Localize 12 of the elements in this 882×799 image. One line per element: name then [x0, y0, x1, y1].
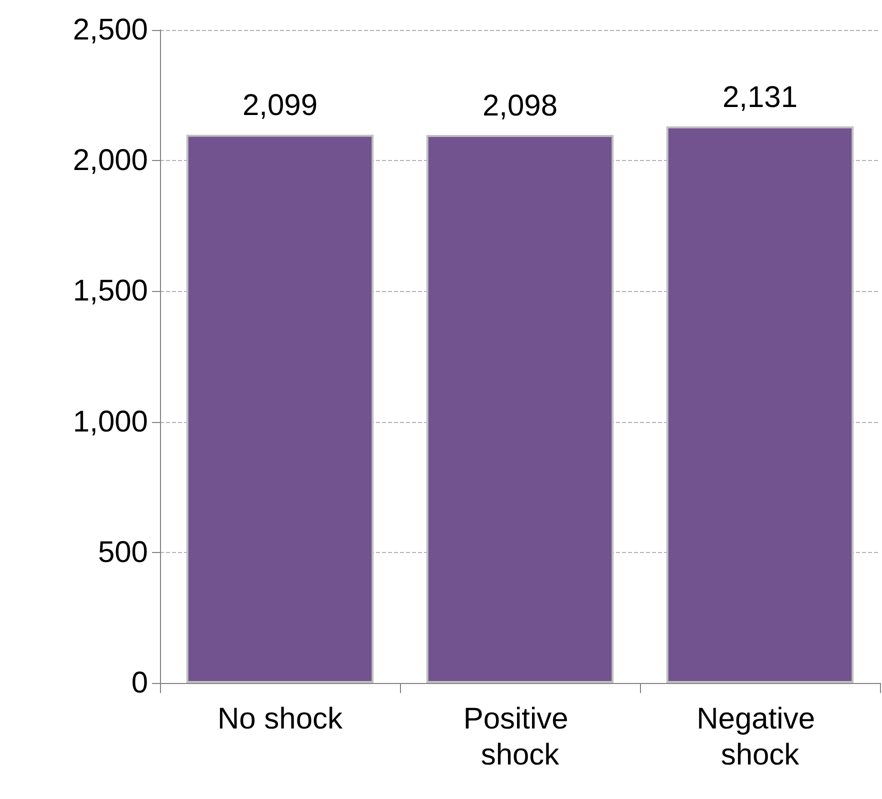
x-tick-label: Positive shock	[463, 702, 577, 772]
x-tick-label: No shock	[217, 702, 344, 736]
data-label: 2,099	[242, 89, 318, 122]
x-tick-label: Negative shock	[696, 702, 824, 772]
y-tick-label: 0	[131, 666, 148, 700]
y-tick-label: 1,500	[72, 274, 148, 308]
y-tick-label: 2,000	[72, 144, 148, 178]
y-tick-label: 500	[98, 536, 148, 569]
data-label: 2,131	[722, 80, 798, 114]
data-label: 2,098	[482, 90, 558, 122]
y-tick-label: 2,500	[72, 14, 148, 46]
y-tick-label: 1,000	[72, 405, 148, 438]
